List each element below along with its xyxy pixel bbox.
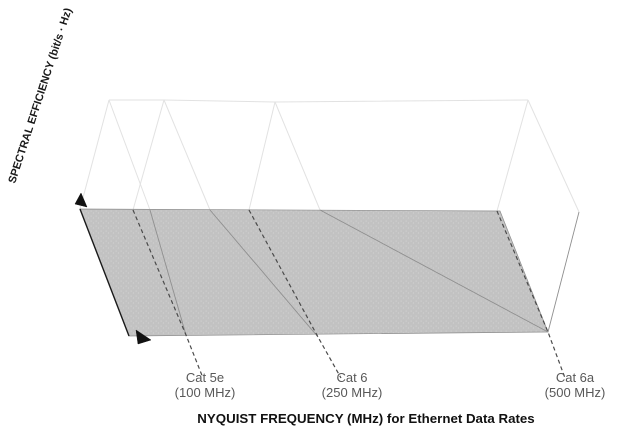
- svg-text:Cat 6a: Cat 6a: [556, 370, 595, 385]
- svg-text:SPECTRAL EFFICIENCY (bit/s · H: SPECTRAL EFFICIENCY (bit/s · Hz): [6, 6, 74, 185]
- svg-text:(250 MHz): (250 MHz): [322, 385, 383, 400]
- svg-text:(100 MHz): (100 MHz): [175, 385, 236, 400]
- svg-text:NYQUIST FREQUENCY (MHz) for Et: NYQUIST FREQUENCY (MHz) for Ethernet Dat…: [197, 411, 534, 426]
- svg-text:Cat 6: Cat 6: [336, 370, 367, 385]
- svg-text:(500 MHz): (500 MHz): [545, 385, 606, 400]
- svg-text:Cat 5e: Cat 5e: [186, 370, 224, 385]
